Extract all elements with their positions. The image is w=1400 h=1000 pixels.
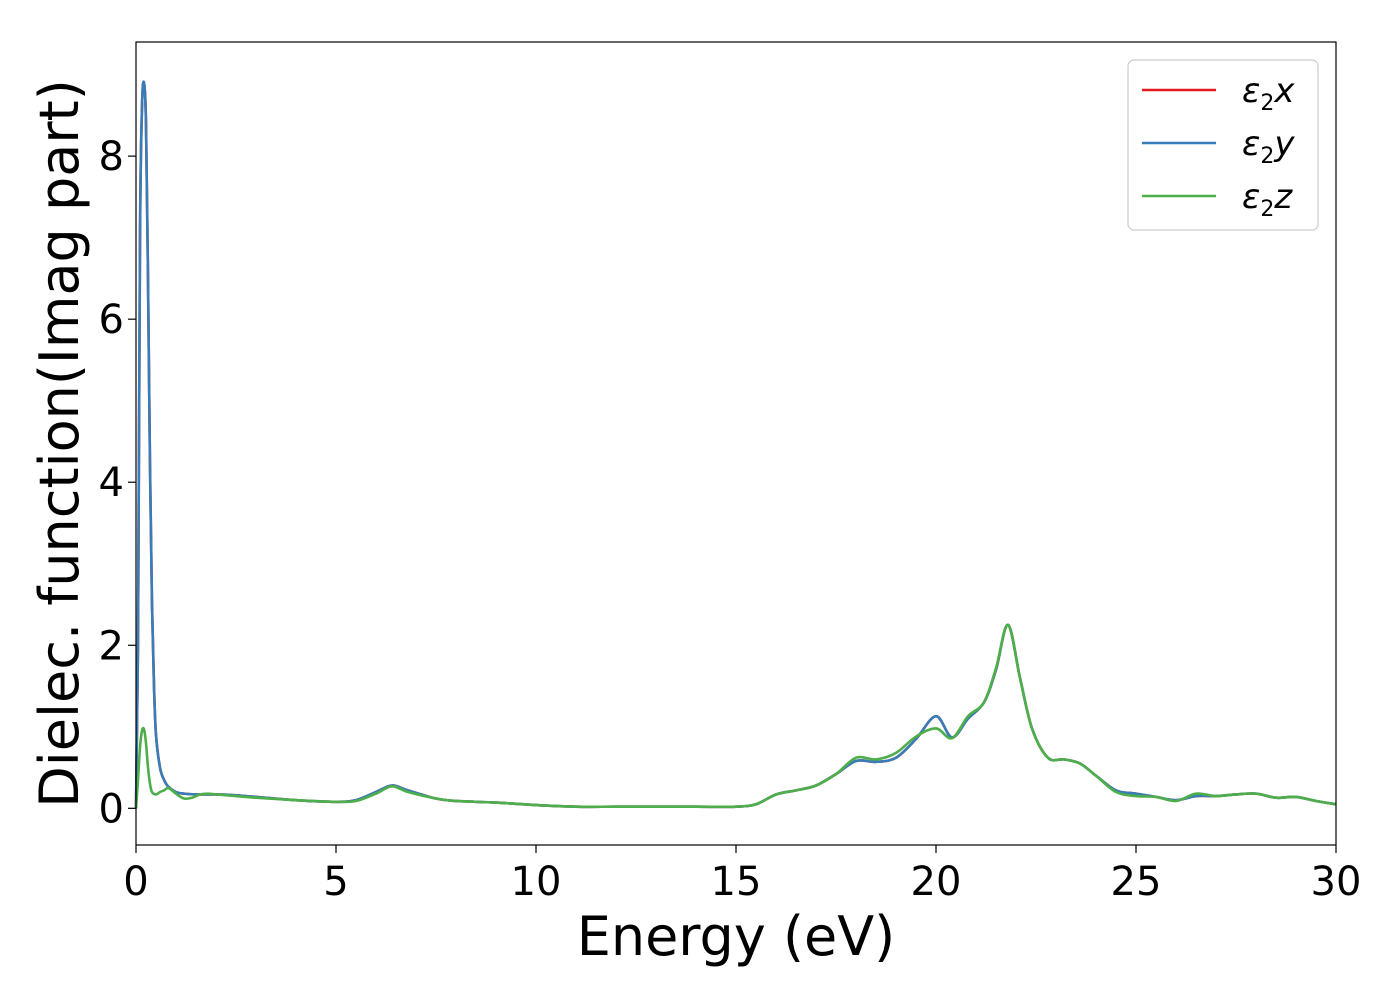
legend-label-symbol: ε: [1242, 124, 1260, 164]
legend-label-x: ε2x: [1242, 71, 1295, 116]
x-tick-label: 20: [911, 859, 962, 905]
legend-label-symbol: ε: [1242, 177, 1260, 217]
legend-label-z: ε2z: [1242, 177, 1293, 222]
y-tick-label: 8: [99, 134, 124, 180]
legend-label-component: z: [1273, 177, 1293, 217]
x-tick-label: 25: [1111, 859, 1162, 905]
x-tick-label: 0: [123, 859, 148, 905]
legend-box: [1127, 59, 1319, 231]
y-axis: 0 2 4 6 8: [99, 134, 136, 832]
legend-label-subscript: 2: [1260, 197, 1274, 222]
legend-label-y: ε2y: [1242, 124, 1295, 169]
y-tick-label: 6: [99, 297, 124, 343]
x-axis-title: Energy (eV): [577, 905, 896, 968]
legend-label-component: x: [1273, 71, 1295, 111]
x-tick-label: 5: [323, 859, 348, 905]
x-tick-label: 15: [711, 859, 762, 905]
legend-label-subscript: 2: [1260, 144, 1274, 169]
x-axis: 0 5 10 15 20 25 30: [123, 845, 1361, 905]
legend-label-symbol: ε: [1242, 71, 1260, 111]
legend-label-subscript: 2: [1260, 91, 1274, 116]
x-tick-label: 10: [511, 859, 562, 905]
y-tick-label: 0: [99, 786, 124, 832]
y-tick-label: 4: [99, 460, 124, 506]
y-axis-title: Dielec. function(Imag part): [28, 79, 91, 808]
series-line-z: [134, 623, 1337, 809]
x-tick-label: 30: [1311, 859, 1362, 905]
y-tick-label: 2: [99, 623, 124, 669]
legend-label-component: y: [1273, 124, 1295, 164]
series-layer: [134, 80, 1337, 809]
